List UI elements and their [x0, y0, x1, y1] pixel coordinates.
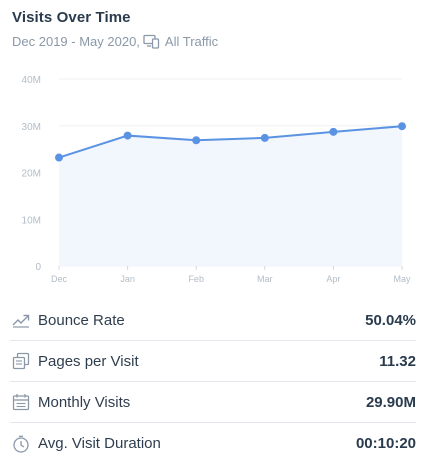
date-range: Dec 2019 - May 2020, — [12, 34, 140, 49]
traffic-filter-label[interactable]: All Traffic — [164, 34, 219, 49]
metric-row-monthly-visits: Monthly Visits 29.90M — [10, 382, 416, 423]
widget-subtitle: Dec 2019 - May 2020, All Traffic — [12, 34, 218, 49]
metric-label: Pages per Visit — [38, 352, 139, 370]
y-tick-label: 10M — [22, 215, 41, 226]
y-tick-label: 0 — [35, 262, 41, 273]
pages-icon — [11, 351, 31, 371]
x-tick-label: Feb — [188, 274, 204, 284]
metric-row-avg-visit-duration: Avg. Visit Duration 00:10:20 — [10, 423, 416, 464]
y-tick-label: 30M — [22, 122, 41, 133]
metric-row-pages-per-visit: Pages per Visit 11.32 — [10, 341, 416, 382]
widget-title: Visits Over Time — [12, 9, 131, 26]
metric-value: 00:10:20 — [355, 435, 416, 452]
data-point — [123, 131, 132, 140]
x-tick-label: Dec — [51, 274, 68, 284]
x-tick-label: Apr — [326, 274, 340, 284]
x-tick-label: Mar — [257, 274, 273, 284]
visits-chart-svg: 0 10M 20M 30M 40M Dec Jan Feb Mar Apr May — [22, 75, 411, 284]
y-tick-label: 20M — [22, 169, 41, 180]
visits-chart: 0 10M 20M 30M 40M Dec Jan Feb Mar Apr May — [0, 60, 426, 292]
metric-row-bounce-rate: Bounce Rate 50.04% — [10, 300, 416, 341]
metric-label: Monthly Visits — [38, 393, 131, 411]
series-area — [59, 126, 402, 266]
metric-value: 29.90M — [365, 393, 416, 411]
metrics-list: Bounce Rate 50.04% Pages per Visit 11.32 — [10, 300, 416, 464]
data-point — [260, 133, 269, 142]
calendar-icon — [11, 392, 31, 412]
data-point — [398, 122, 406, 131]
x-tick-label: Jan — [120, 274, 135, 284]
data-point — [55, 153, 63, 162]
devices-icon — [143, 34, 160, 49]
metric-value: 11.32 — [379, 352, 416, 370]
metric-label: Avg. Visit Duration — [38, 435, 161, 452]
series-line — [58, 125, 403, 159]
y-tick-label: 40M — [22, 75, 41, 86]
x-tick-label: May — [393, 274, 411, 284]
metric-value: 50.04% — [365, 311, 416, 329]
trend-up-icon — [11, 310, 31, 330]
data-point — [329, 127, 338, 136]
metric-label: Bounce Rate — [38, 311, 125, 329]
data-point — [192, 136, 201, 145]
clock-icon — [11, 434, 31, 454]
